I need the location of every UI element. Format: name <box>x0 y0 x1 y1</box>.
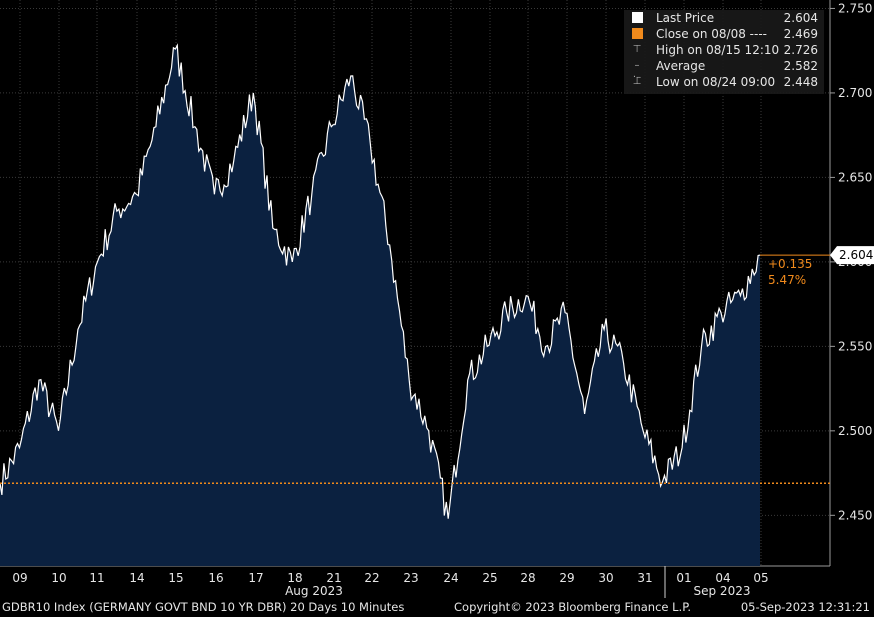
average-marker-icon: –·– <box>632 60 642 83</box>
white-square-icon <box>632 12 643 24</box>
high-marker-icon: ⊤ <box>632 44 642 55</box>
legend-label: Average <box>656 59 706 73</box>
x-tick-label: 29 <box>559 571 574 585</box>
x-tick-label: 17 <box>248 571 263 585</box>
x-tick-label: 30 <box>598 571 613 585</box>
last-price-tag <box>830 246 874 265</box>
legend-label: High on 08/15 12:10 <box>656 43 780 57</box>
y-tick-label: 2.500 <box>838 424 872 438</box>
month-label: Sep 2023 <box>694 584 751 598</box>
legend-label: Low on 08/24 09:00 <box>656 75 776 89</box>
x-tick-label: 24 <box>443 571 458 585</box>
change-label: +0.135 <box>768 257 812 271</box>
legend-row-close: Close on 08/08 ---- 2.469 <box>624 26 824 42</box>
x-tick-label: 18 <box>287 571 302 585</box>
y-tick-label: 2.650 <box>838 170 872 184</box>
legend-value: 2.469 <box>783 27 818 41</box>
x-tick-label: 05 <box>753 571 768 585</box>
x-tick-label: 10 <box>51 571 66 585</box>
x-tick-label: 04 <box>715 571 730 585</box>
x-tick-label: 09 <box>12 571 27 585</box>
x-axis: 09 10 11 14 15 16 17 18 21 22 23 24 25 28 29 30 31 01 04 05… <box>12 566 769 598</box>
legend-label: Close on 08/08 ---- <box>656 27 767 41</box>
x-tick-label: 28 <box>520 571 535 585</box>
x-tick-label: 25 <box>482 571 497 585</box>
x-tick-label: 15 <box>168 571 183 585</box>
orange-square-icon <box>632 28 643 40</box>
x-tick-label: 21 <box>326 571 341 585</box>
x-tick-label: 31 <box>637 571 652 585</box>
change-pct-label: 5.47% <box>768 273 806 287</box>
footer-copyright: Copyright© 2023 Bloomberg Finance L.P. <box>454 600 691 614</box>
low-marker-icon: ⊥ <box>632 76 642 87</box>
legend-row-last: Last Price 2.604 <box>624 10 824 26</box>
footer-security-label: GDBR10 Index (GERMANY GOVT BND 10 YR DBR… <box>2 600 405 614</box>
x-tick-label: 14 <box>129 571 144 585</box>
legend-value: 2.448 <box>783 75 818 89</box>
y-tick-label: 2.750 <box>838 1 872 15</box>
y-tick-label: 2.550 <box>838 339 872 353</box>
legend-row-high: ⊤ High on 08/15 12:10 2.726 <box>624 42 824 58</box>
x-tick-label: 01 <box>676 571 691 585</box>
month-label: Aug 2023 <box>285 584 343 598</box>
y-tick-label: 2.450 <box>838 508 872 522</box>
x-tick-label: 11 <box>89 571 104 585</box>
price-area <box>0 45 760 567</box>
x-tick-label: 23 <box>403 571 418 585</box>
legend-row-low: ⊥ Low on 08/24 09:00 2.448 <box>624 74 824 90</box>
legend-value: 2.582 <box>783 59 818 73</box>
footer-timestamp: 05-Sep-2023 12:31:21 <box>740 600 870 614</box>
legend-label: Last Price <box>656 11 715 25</box>
last-price-tag-label: 2.604 <box>839 248 873 262</box>
x-tick-label: 22 <box>364 571 379 585</box>
y-tick-label: 2.700 <box>838 86 872 100</box>
legend: Last Price 2.604 Close on 08/08 ---- 2.4… <box>624 10 824 94</box>
price-line <box>0 43 761 519</box>
x-tick-label: 16 <box>208 571 223 585</box>
legend-row-average: –·– Average 2.582 <box>624 58 824 83</box>
legend-value: 2.604 <box>783 11 818 25</box>
legend-value: 2.726 <box>783 43 818 57</box>
last-price-marker: 2.604 <box>760 246 874 265</box>
